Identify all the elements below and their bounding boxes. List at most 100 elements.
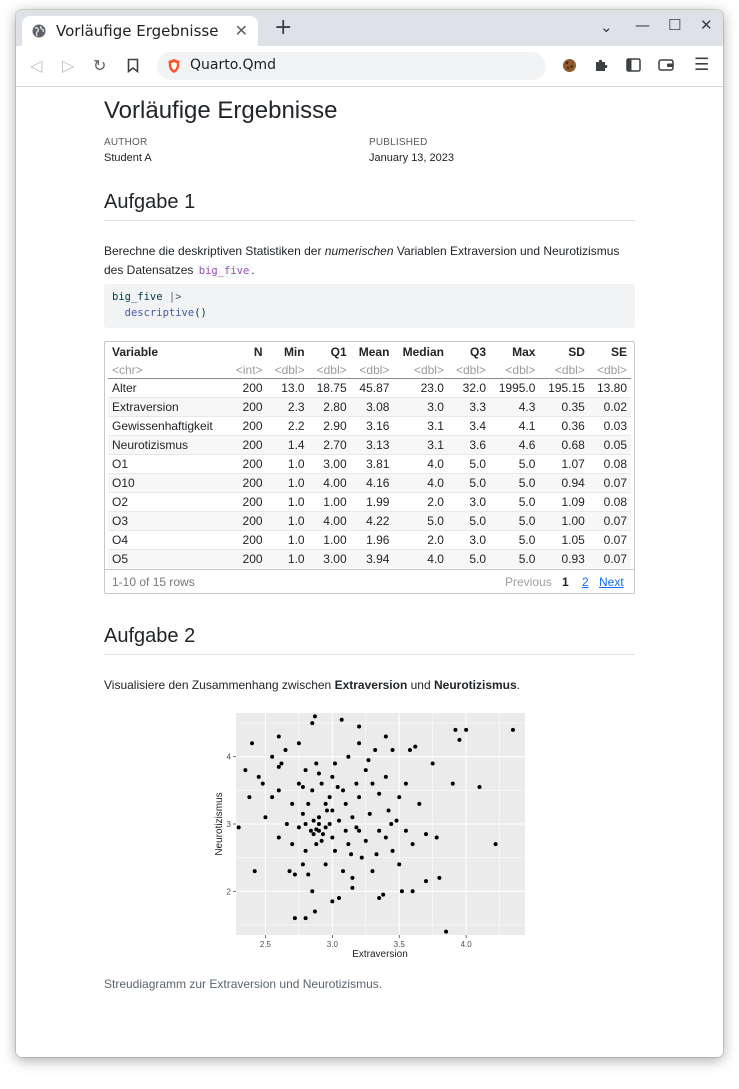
table-cell: 1.0	[266, 473, 309, 493]
next-page-button[interactable]: Next	[599, 575, 624, 589]
data-point	[343, 801, 348, 806]
table-cell: 1.99	[350, 492, 394, 512]
previous-page-button[interactable]: Previous	[505, 575, 552, 589]
data-point	[357, 741, 362, 746]
table-row: Neurotizismus 200 1.4 2.70 3.13 3.1 3.6 4.6 0.68…	[108, 435, 631, 455]
reload-button[interactable]: ↻	[93, 56, 107, 75]
page-2-button[interactable]: 2	[582, 575, 589, 589]
table-cell: 1.05	[539, 530, 589, 550]
table-cell: 3.3	[447, 397, 491, 417]
wallet-icon[interactable]	[658, 58, 674, 72]
table-cell: Extraversion	[108, 397, 229, 417]
data-point	[308, 828, 313, 833]
section-divider	[104, 220, 635, 221]
data-point	[316, 815, 321, 820]
table-cell: 200	[228, 378, 267, 398]
table-cell: 2.80	[308, 397, 351, 417]
data-point	[357, 795, 362, 800]
brave-shield-icon[interactable]	[167, 58, 181, 74]
table-cell: 3.94	[350, 549, 394, 568]
table-cell: Neurotizismus	[108, 435, 229, 455]
data-point	[390, 848, 395, 853]
data-point	[377, 828, 382, 833]
table-cell: 1.0	[266, 530, 309, 550]
data-point	[407, 748, 412, 752]
section-heading-aufgabe-1: Aufgabe 1	[104, 191, 196, 213]
table-cell: 3.00	[308, 454, 351, 474]
back-button[interactable]: ◁	[30, 56, 43, 75]
table-header-row: Variable N Min Q1 Mean Median Q3 Max SD SE	[108, 342, 631, 361]
tab-title: Vorläufige Ergebnisse	[56, 22, 219, 40]
data-point	[300, 862, 305, 867]
table-cell: 2.90	[308, 416, 351, 436]
extension-cookie-icon[interactable]	[562, 58, 577, 73]
data-point	[314, 827, 319, 832]
table-cell: 5.0	[490, 473, 540, 493]
forward-button[interactable]: ▷	[62, 56, 75, 75]
data-point	[357, 724, 362, 729]
table-cell: 3.6	[447, 435, 491, 455]
table-cell: 1995.0	[490, 378, 540, 398]
data-point	[260, 781, 265, 786]
x-tick-label: 2.5	[260, 940, 272, 949]
table-cell: 5.0	[490, 549, 540, 568]
table-cell: 5.0	[490, 511, 540, 531]
data-point	[386, 808, 391, 813]
section-divider	[104, 654, 635, 655]
tab-close-icon[interactable]: ✕	[234, 21, 248, 40]
code-line-2: descriptive()	[112, 307, 207, 319]
data-point	[373, 748, 378, 752]
globe-icon	[32, 24, 46, 38]
address-bar[interactable]: Quarto.Qmd	[157, 52, 546, 80]
task-2-text-mid: und	[407, 678, 434, 692]
table-cell: 3.1	[393, 416, 448, 436]
data-point	[252, 869, 257, 874]
data-point	[363, 838, 368, 843]
data-point	[327, 795, 332, 800]
data-point	[330, 774, 335, 779]
column-header-se: SE	[610, 344, 627, 359]
table-cell: 1.4	[266, 435, 309, 455]
table-cell: 5.0	[447, 454, 491, 474]
table-row: O3 200 1.0 4.00 4.22 5.0 5.0 5.0 1.00 0.07	[108, 511, 631, 531]
data-point	[310, 721, 315, 726]
minimize-button[interactable]: —	[635, 16, 650, 34]
data-point	[493, 842, 498, 847]
x-tick-label: 4.0	[461, 940, 473, 949]
menu-icon[interactable]: ☰	[694, 55, 710, 75]
code-block[interactable]: big_five |> descriptive()	[104, 284, 635, 328]
data-point	[256, 774, 261, 779]
tab-search-chevron-icon[interactable]: ⌄	[600, 18, 613, 36]
data-point	[323, 825, 328, 830]
data-point	[311, 832, 316, 837]
close-window-button[interactable]: ✕	[700, 16, 713, 34]
data-point	[314, 842, 319, 847]
data-point	[243, 768, 248, 773]
table-cell: 5.0	[447, 511, 491, 531]
table-cell: O10	[108, 473, 229, 493]
browser-window: Vorläufige Ergebnisse ✕ + ⌄ — ☐ ✕ ◁ ▷ ↻ …	[16, 10, 723, 1057]
x-tick-label: 3.5	[394, 940, 406, 949]
task-2-text-a: Visualisiere den Zusammenhang zwischen	[104, 678, 335, 692]
table-cell: 200	[228, 530, 267, 550]
data-point	[333, 848, 338, 853]
data-point	[287, 869, 292, 874]
data-point	[366, 758, 371, 763]
maximize-button[interactable]: ☐	[668, 16, 682, 34]
table-type-row: <chr> <int> <dbl> <dbl> <dbl> <dbl> <dbl> <dbl>…	[108, 361, 631, 379]
table-cell: 200	[228, 473, 267, 493]
column-header-q3: Q3	[470, 344, 487, 359]
bookmark-icon[interactable]	[127, 58, 139, 73]
new-tab-button[interactable]: +	[274, 15, 293, 40]
code-pipe: |>	[162, 291, 182, 303]
browser-tab[interactable]: Vorläufige Ergebnisse ✕	[22, 16, 258, 46]
task-1-text-a: Berechne die deskriptiven Statistiken de…	[104, 244, 325, 258]
data-point	[303, 916, 308, 921]
extensions-puzzle-icon[interactable]	[594, 58, 609, 73]
table-cell: 5.0	[490, 530, 540, 550]
page-1-button[interactable]: 1	[562, 575, 569, 589]
table-cell: 2.0	[393, 530, 448, 550]
sidebar-icon[interactable]	[626, 58, 641, 72]
data-point	[319, 838, 324, 843]
data-point	[306, 801, 311, 806]
